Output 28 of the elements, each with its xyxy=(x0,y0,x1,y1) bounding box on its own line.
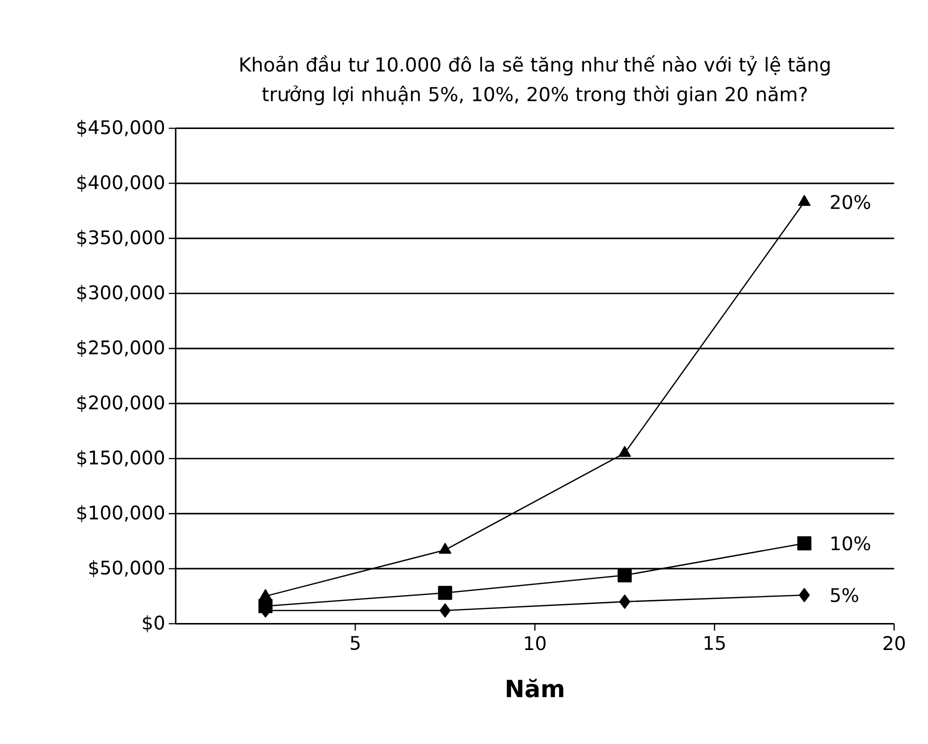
chart-title: Khoản đầu tư 10.000 đô la sẽ tăng như thế nào với tỷ lệ tăng trưởng lợi nhuận 5%, 10%, 20% trong thời gian 20 năm? xyxy=(240,55,830,106)
x-tick-label: 20 xyxy=(884,636,905,650)
x-axis-title: Năm xyxy=(506,678,564,698)
y-tick-label: $250,000 xyxy=(77,340,164,357)
series-label: 20% xyxy=(830,194,870,210)
series-label: 5% xyxy=(830,588,858,602)
x-tick-label: 10 xyxy=(525,636,546,650)
y-tick-label: $150,000 xyxy=(77,450,164,468)
y-tick-label: $50,000 xyxy=(89,560,164,578)
x-tick-label: 5 xyxy=(350,636,360,650)
point xyxy=(440,603,451,618)
x-tick-label: 15 xyxy=(704,636,725,650)
point xyxy=(798,588,810,602)
series-label: 10% xyxy=(832,536,870,550)
point xyxy=(438,542,452,554)
y-tick-label: $200,000 xyxy=(77,394,164,412)
point xyxy=(618,568,632,582)
point xyxy=(797,536,812,550)
point xyxy=(798,194,811,206)
y-tick-label: $100,000 xyxy=(77,505,164,522)
y-tick-label: $450,000 xyxy=(77,120,164,137)
y-tick-label: $0 xyxy=(142,615,164,632)
y-tick-label: $400,000 xyxy=(77,174,164,192)
point xyxy=(438,586,452,600)
y-tick-label: $300,000 xyxy=(77,284,164,302)
point xyxy=(619,594,630,609)
y-tick-label: $350,000 xyxy=(77,230,164,247)
point xyxy=(618,446,631,457)
